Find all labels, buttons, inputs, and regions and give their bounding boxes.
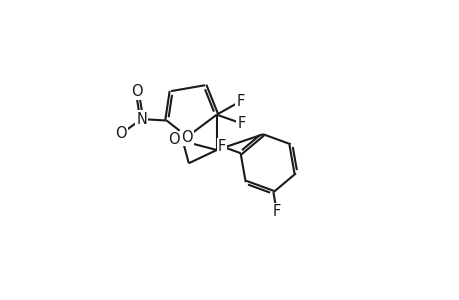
Text: O: O — [168, 132, 179, 147]
Text: O: O — [180, 130, 192, 145]
Text: F: F — [272, 204, 280, 219]
Text: F: F — [218, 139, 226, 154]
Text: F: F — [235, 94, 244, 109]
Text: O: O — [131, 84, 143, 99]
Text: N: N — [136, 112, 147, 127]
Text: O: O — [115, 126, 127, 141]
Text: F: F — [237, 116, 246, 131]
